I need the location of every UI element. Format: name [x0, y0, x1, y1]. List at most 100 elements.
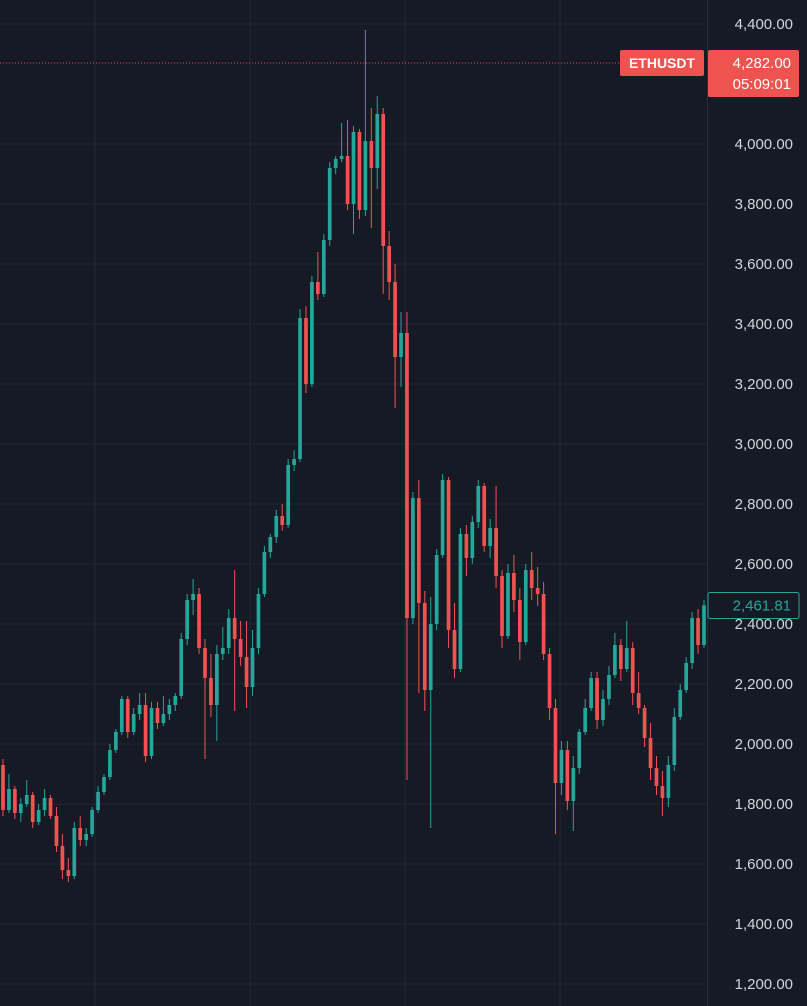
candle [405, 312, 409, 780]
candle [648, 723, 653, 780]
y-tick-label: 1,400.00 [735, 916, 793, 933]
candle [197, 588, 201, 654]
y-tick-label: 1,600.00 [735, 856, 793, 873]
candle [149, 702, 154, 759]
candle [102, 774, 106, 795]
candle-body [203, 648, 207, 678]
candle-body [280, 516, 285, 525]
candle-body [702, 605, 706, 645]
candle-body [405, 333, 409, 618]
y-tick-label: 3,600.00 [735, 256, 793, 273]
candle [589, 672, 593, 711]
candle [66, 858, 71, 882]
candle [232, 570, 237, 711]
candle [422, 591, 427, 711]
candle-body [24, 795, 29, 804]
candle-body [642, 708, 647, 738]
candle-body [244, 657, 249, 687]
candle-body [131, 714, 136, 732]
candle-body [209, 678, 213, 705]
candle [357, 129, 362, 219]
candle-body [506, 573, 510, 636]
candle-body [102, 777, 106, 792]
candle [114, 729, 118, 753]
candle-body [292, 459, 296, 465]
candle [636, 672, 641, 714]
candle-body [286, 465, 290, 525]
price-axis[interactable]: 4,400.00 4,000.00 3,800.00 3,600.00 3,400.00… [707, 0, 794, 1006]
candle-body [173, 696, 178, 705]
candle [642, 705, 647, 747]
candle-body [523, 570, 528, 642]
candle [173, 693, 178, 711]
candle-body [321, 240, 326, 294]
candle [7, 774, 11, 813]
candle-body [434, 555, 439, 624]
candle-body [185, 600, 190, 639]
candle [345, 120, 350, 210]
candle-body [54, 816, 59, 846]
candle [351, 126, 356, 234]
candle [60, 834, 65, 879]
candle [292, 450, 296, 471]
candle [179, 633, 184, 699]
candle-body [250, 648, 255, 687]
candle [363, 30, 368, 216]
candle [446, 477, 451, 648]
candle-body [417, 498, 421, 603]
symbol-badge: ETHUSDT [620, 50, 704, 76]
candle-body [535, 588, 540, 594]
candle [304, 306, 308, 393]
candle-body [393, 282, 397, 357]
candle [226, 609, 231, 654]
candle-body [601, 699, 605, 720]
y-tick-label: 2,400.00 [735, 616, 793, 633]
candle [90, 807, 94, 837]
candle-body [155, 708, 160, 723]
candle [666, 756, 671, 807]
candle-body [84, 834, 89, 840]
candle [428, 597, 433, 828]
candle [262, 546, 267, 597]
candle-body [36, 810, 41, 822]
candle [613, 633, 617, 678]
candle-body [72, 828, 77, 876]
candle-body [18, 804, 23, 813]
candle-body [559, 750, 564, 783]
candle-body [96, 792, 100, 810]
candle [24, 780, 29, 807]
y-tick-label: 2,000.00 [735, 736, 793, 753]
candle [327, 162, 332, 246]
candle [244, 621, 249, 708]
y-tick-label: 2,200.00 [735, 676, 793, 693]
candle-body [595, 678, 599, 720]
candle-body [399, 333, 403, 357]
candle [137, 693, 142, 720]
candles [1, 30, 706, 882]
candle [654, 756, 659, 795]
candle [54, 807, 59, 852]
candle-body [476, 486, 481, 522]
candle [387, 231, 391, 300]
countdown-label: 05:09:01 [733, 76, 791, 93]
candle [488, 519, 492, 558]
candle [411, 492, 415, 624]
candle-body [387, 246, 391, 282]
candle [529, 552, 534, 600]
candle [601, 690, 605, 726]
candle-body [357, 132, 362, 210]
candle-body [262, 552, 267, 594]
candle-body [90, 810, 94, 834]
candle-body [1, 765, 5, 810]
candle [517, 588, 522, 660]
candle-body [672, 717, 677, 765]
candle [672, 708, 677, 771]
candle [167, 699, 172, 720]
candle [476, 480, 481, 528]
candle [220, 627, 225, 660]
candle-body [310, 282, 314, 384]
candle-body [119, 699, 124, 732]
candle-body [345, 156, 350, 204]
